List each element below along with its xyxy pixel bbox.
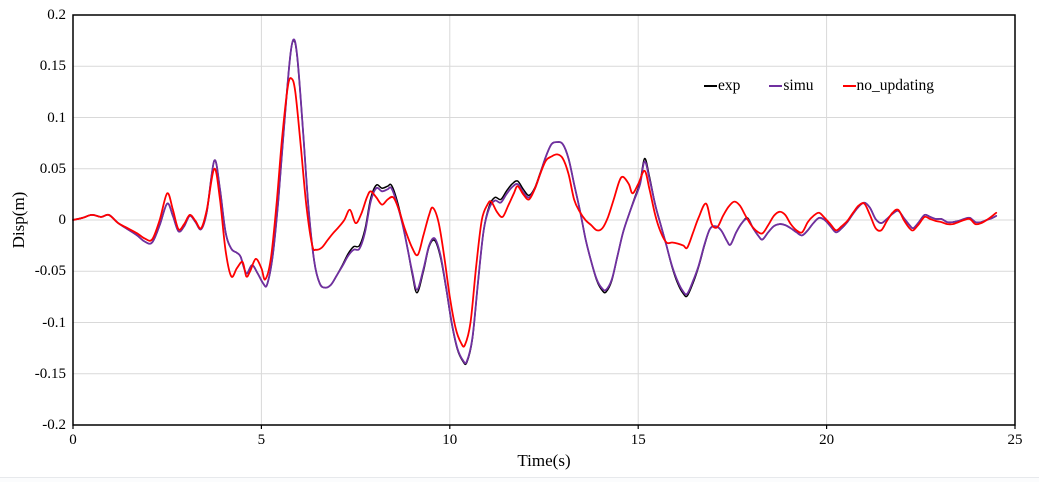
legend-swatch-exp-icon	[704, 85, 717, 87]
legend-item-exp: exp	[704, 77, 740, 95]
y-tick-label: 0.05	[39, 160, 66, 177]
legend-label-simu: simu	[783, 77, 814, 94]
window-bottom-edge	[0, 477, 1039, 482]
x-tick-label: 10	[442, 432, 458, 448]
y-tick-label: -0.2	[42, 417, 66, 433]
y-axis-title: Disp(m)	[9, 191, 28, 249]
legend-swatch-no-updating-icon	[842, 85, 856, 87]
x-tick-label: 0	[69, 432, 77, 448]
legend: exp simu no_updating	[704, 77, 934, 95]
y-tick-label: -0.1	[42, 314, 66, 331]
y-tick-label: -0.15	[34, 365, 66, 382]
y-tick-label: 0.2	[47, 7, 66, 23]
y-tick-label: 0.1	[47, 109, 66, 126]
x-tick-label: 15	[630, 432, 646, 448]
x-tick-label: 25	[1007, 432, 1023, 448]
legend-label-no-updating: no_updating	[856, 77, 935, 94]
legend-label-exp: exp	[718, 77, 741, 94]
y-tick-label: 0	[58, 212, 67, 228]
legend-item-simu: simu	[769, 77, 814, 95]
y-tick-label: 0.15	[39, 58, 66, 75]
legend-item-no-updating: no_updating	[842, 77, 935, 95]
x-tick-label: 5	[257, 432, 266, 448]
series-line-no_updating	[72, 77, 998, 348]
x-axis-title: Time(s)	[517, 451, 571, 470]
x-tick-label: 20	[819, 432, 835, 448]
plot-border	[72, 14, 1016, 426]
legend-swatch-simu-icon	[769, 85, 783, 87]
y-tick-label: -0.05	[34, 263, 66, 280]
